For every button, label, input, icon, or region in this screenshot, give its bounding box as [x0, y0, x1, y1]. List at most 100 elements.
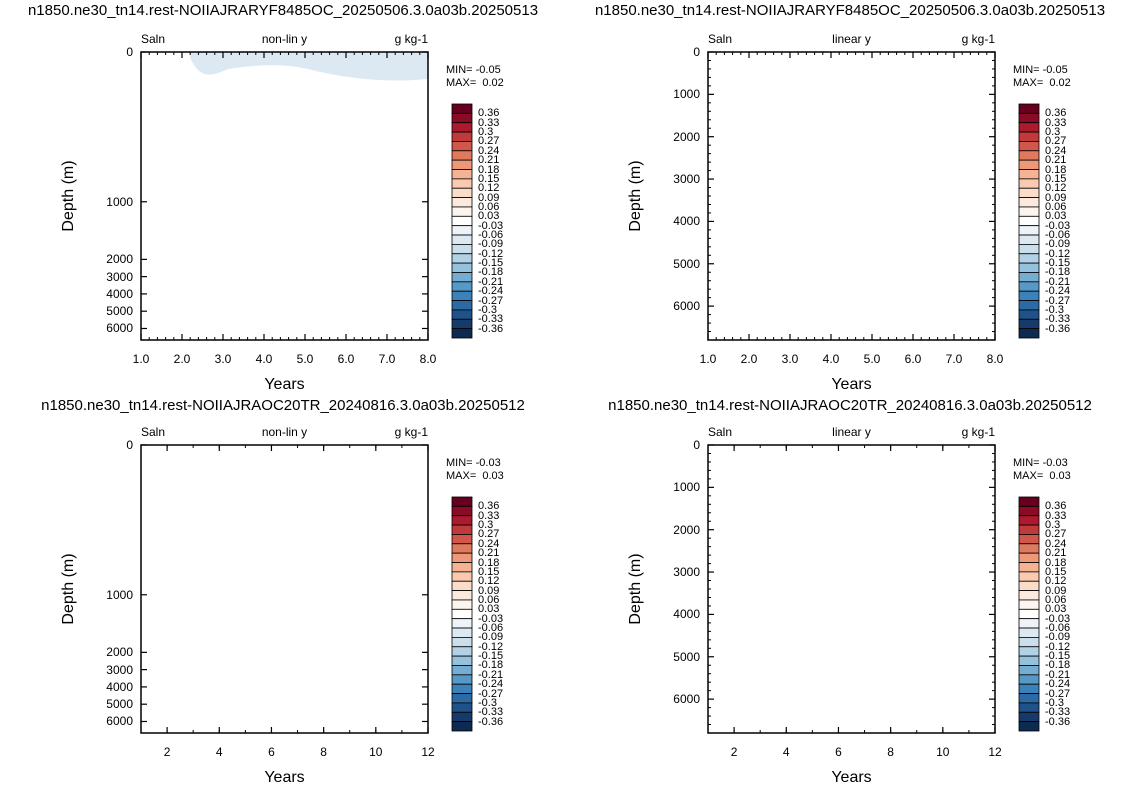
colorbar-swatch — [451, 215, 473, 227]
colorbar-label: 0.3 — [1045, 126, 1061, 139]
y-axis-label: Depth (m) — [60, 553, 77, 625]
colorbar-label: -0.03 — [1045, 612, 1071, 625]
y-tick-label: 0 — [126, 45, 133, 59]
x-tick-label: 2.0 — [173, 352, 191, 366]
colorbar-swatch — [451, 590, 473, 601]
x-tick-label: 4.0 — [255, 352, 273, 366]
colorbar-swatch — [1018, 683, 1040, 694]
colorbar-label: -0.09 — [478, 631, 504, 644]
x-tick-label: 8.0 — [986, 352, 1004, 366]
colorbar-label: -0.12 — [478, 247, 504, 260]
colorbar-label: 0.15 — [1045, 172, 1067, 185]
colorbar-swatch — [1018, 225, 1040, 236]
x-tick-label: 12 — [988, 745, 1002, 759]
y-tick-label: 6000 — [673, 299, 700, 314]
colorbar-label: 0.24 — [1045, 537, 1067, 550]
colorbar-swatch — [451, 571, 473, 582]
colorbar-label: 0.21 — [1045, 154, 1067, 167]
anomaly-region — [190, 52, 428, 81]
x-tick-label: 4.0 — [822, 352, 840, 366]
colorbar-label: -0.36 — [478, 715, 504, 728]
y-tick-label: 1000 — [673, 87, 700, 102]
colorbar-swatch — [451, 253, 473, 264]
max-value: MAX= 0.02 — [1013, 77, 1071, 89]
colorbar-label: 0.03 — [478, 210, 500, 223]
colorbar-swatch — [451, 178, 473, 189]
colorbar-swatch — [451, 112, 473, 124]
colorbar-swatch — [1018, 646, 1040, 657]
colorbar-swatch — [451, 131, 473, 142]
colorbar-swatch — [451, 150, 473, 161]
colorbar-swatch — [451, 562, 473, 573]
colorbar-label: -0.03 — [478, 219, 504, 232]
colorbar-swatch — [451, 580, 473, 591]
colorbar-swatch — [1018, 243, 1040, 255]
colorbar-label: -0.27 — [1045, 687, 1071, 700]
max-value: MAX= 0.03 — [1013, 470, 1071, 482]
x-tick-label: 4 — [782, 745, 790, 759]
x-tick-label: 4 — [215, 745, 223, 759]
min-value: MIN= -0.05 — [1013, 64, 1068, 76]
x-tick-label: 10 — [936, 745, 950, 759]
colorbar-swatch — [451, 674, 473, 685]
panel-left-label: Saln — [708, 32, 733, 46]
colorbar-swatch — [451, 262, 473, 273]
colorbar-swatch — [1018, 290, 1040, 301]
colorbar-swatch — [1018, 524, 1040, 535]
colorbar-swatch — [1018, 159, 1040, 170]
colorbar-swatch — [451, 599, 473, 610]
colorbar-label: 0.06 — [478, 593, 500, 606]
colorbar-swatch — [451, 683, 473, 694]
colorbar-label: -0.21 — [478, 275, 504, 288]
colorbar-swatch — [451, 103, 473, 114]
panel-left-label: Saln — [708, 425, 733, 439]
y-tick-label: 0 — [126, 438, 133, 452]
panel-center-label: non-lin y — [261, 32, 308, 46]
x-tick-label: 6.0 — [904, 352, 922, 366]
colorbar-label: 0.09 — [1045, 191, 1067, 204]
colorbar-swatch — [1018, 515, 1040, 526]
y-tick-label: 3000 — [673, 172, 700, 187]
colorbar-label: 0.21 — [478, 154, 500, 167]
plot-frame — [707, 444, 996, 734]
colorbar-label: -0.21 — [1045, 275, 1071, 288]
colorbar-label: -0.03 — [478, 612, 504, 625]
colorbar-label: -0.18 — [478, 266, 504, 279]
colorbar-label: 0.33 — [478, 509, 500, 522]
colorbar-label: -0.12 — [1045, 247, 1071, 260]
colorbar-label: 0.03 — [1045, 603, 1067, 616]
min-value: MIN= -0.05 — [446, 64, 501, 76]
x-tick-label: 3.0 — [214, 352, 232, 366]
colorbar-label: -0.15 — [1045, 650, 1071, 663]
x-axis-label: Years — [831, 376, 872, 393]
colorbar-label: -0.06 — [478, 622, 504, 635]
x-tick-label: 6.0 — [337, 352, 355, 366]
colorbar-label: 0.27 — [478, 528, 500, 541]
colorbar-swatch — [1018, 590, 1040, 601]
colorbar-label: 0.12 — [1045, 575, 1067, 588]
colorbar-swatch — [1018, 608, 1040, 620]
colorbar-label: -0.18 — [1045, 266, 1071, 279]
colorbar-label: -0.21 — [478, 668, 504, 681]
colorbar-swatch — [451, 318, 473, 330]
x-tick-label: 8.0 — [419, 352, 437, 366]
colorbar-swatch — [1018, 627, 1040, 638]
panel-left-label: Saln — [141, 425, 166, 439]
colorbar-swatch — [451, 281, 473, 292]
colorbar-label: 0.27 — [1045, 528, 1067, 541]
panel-right-label: g kg-1 — [394, 425, 428, 439]
y-tick-label: 0 — [693, 438, 700, 452]
colorbar-swatch — [1018, 534, 1040, 545]
y-tick-label: 6000 — [673, 692, 700, 707]
colorbar-label: 0.18 — [478, 163, 500, 176]
colorbar-label: 0.09 — [478, 584, 500, 597]
colorbar-label: 0.27 — [1045, 135, 1067, 148]
y-tick-label: 4000 — [106, 679, 133, 694]
colorbar-swatch — [1018, 281, 1040, 292]
colorbar-swatch — [451, 655, 473, 666]
max-value: MAX= 0.02 — [446, 77, 504, 89]
colorbar-label: 0.18 — [1045, 163, 1067, 176]
colorbar-label: 0.21 — [478, 547, 500, 560]
colorbar-label: 0.15 — [1045, 565, 1067, 578]
